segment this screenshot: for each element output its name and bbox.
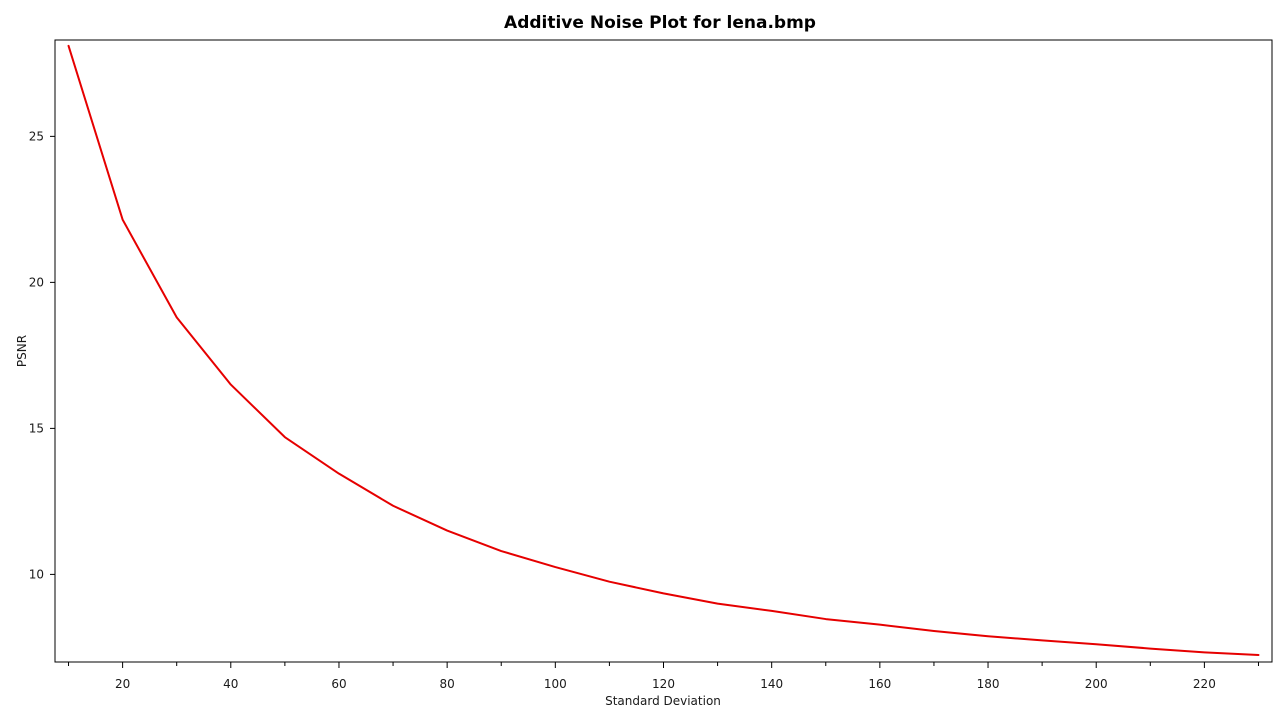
- x-axis: 20 40 60 80 100 120 140 160 180 200 220: [68, 662, 1259, 691]
- series-layer: [67, 44, 1260, 656]
- x-tick-label: 20: [115, 677, 130, 691]
- x-tick-label: 60: [331, 677, 346, 691]
- x-tick-label: 200: [1085, 677, 1108, 691]
- y-axis: 10 15 20 25: [29, 129, 55, 581]
- x-tick-label: 120: [652, 677, 675, 691]
- plot-area-frame: [54, 39, 1273, 663]
- x-tick-label: 80: [440, 677, 455, 691]
- y-tick-label: 15: [29, 421, 44, 435]
- chart-title: Additive Noise Plot for lena.bmp: [504, 13, 816, 33]
- x-axis-label: Standard Deviation: [605, 694, 721, 708]
- x-tick-label: 100: [544, 677, 567, 691]
- x-tick-label: 180: [977, 677, 1000, 691]
- x-tick-label: 220: [1193, 677, 1216, 691]
- y-axis-label: PSNR: [15, 335, 29, 367]
- x-tick-label: 140: [760, 677, 783, 691]
- x-tick-label: 40: [223, 677, 238, 691]
- series-line-1: [67, 44, 1260, 656]
- y-tick-label: 10: [29, 567, 44, 581]
- x-tick-label: 160: [868, 677, 891, 691]
- y-tick-label: 20: [29, 275, 44, 289]
- y-tick-label: 25: [29, 129, 44, 143]
